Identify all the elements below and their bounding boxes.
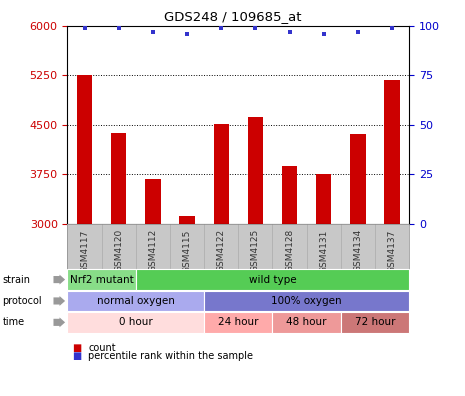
Point: [81, 25, 88, 31]
Text: GDS248 / 109685_at: GDS248 / 109685_at: [164, 10, 301, 23]
Text: 0 hour: 0 hour: [119, 317, 153, 327]
Point: [252, 25, 259, 31]
Point: [149, 29, 157, 35]
Text: GSM4120: GSM4120: [114, 229, 123, 272]
Point: [286, 29, 293, 35]
Text: time: time: [2, 317, 25, 327]
Text: GSM4134: GSM4134: [353, 229, 362, 272]
Bar: [111, 133, 126, 224]
Bar: [282, 166, 297, 224]
Bar: [179, 216, 195, 224]
Text: wild type: wild type: [249, 274, 296, 285]
Text: GSM4137: GSM4137: [388, 229, 397, 272]
Text: GSM4117: GSM4117: [80, 229, 89, 272]
Bar: [77, 75, 92, 224]
Text: count: count: [88, 343, 116, 353]
Text: 100% oxygen: 100% oxygen: [272, 296, 342, 306]
Bar: [213, 124, 229, 224]
Text: 48 hour: 48 hour: [286, 317, 327, 327]
Point: [320, 30, 327, 37]
Text: 72 hour: 72 hour: [355, 317, 395, 327]
Bar: [316, 173, 332, 224]
Text: GSM4131: GSM4131: [319, 229, 328, 272]
Text: GSM4115: GSM4115: [183, 229, 192, 272]
Text: Nrf2 mutant: Nrf2 mutant: [70, 274, 133, 285]
Text: GSM4122: GSM4122: [217, 229, 226, 272]
Text: normal oxygen: normal oxygen: [97, 296, 175, 306]
Text: protocol: protocol: [2, 296, 42, 306]
Bar: [385, 80, 400, 224]
Text: GSM4112: GSM4112: [148, 229, 157, 272]
Point: [354, 29, 362, 35]
Bar: [145, 179, 160, 224]
Bar: [248, 117, 263, 224]
Text: 24 hour: 24 hour: [218, 317, 259, 327]
Point: [388, 25, 396, 31]
Text: ■: ■: [72, 343, 81, 353]
Text: GSM4125: GSM4125: [251, 229, 260, 272]
Text: strain: strain: [2, 274, 30, 285]
Text: percentile rank within the sample: percentile rank within the sample: [88, 351, 253, 362]
Point: [183, 30, 191, 37]
Point: [218, 25, 225, 31]
Text: GSM4128: GSM4128: [285, 229, 294, 272]
Bar: [350, 134, 365, 224]
Text: ■: ■: [72, 351, 81, 362]
Point: [115, 25, 122, 31]
